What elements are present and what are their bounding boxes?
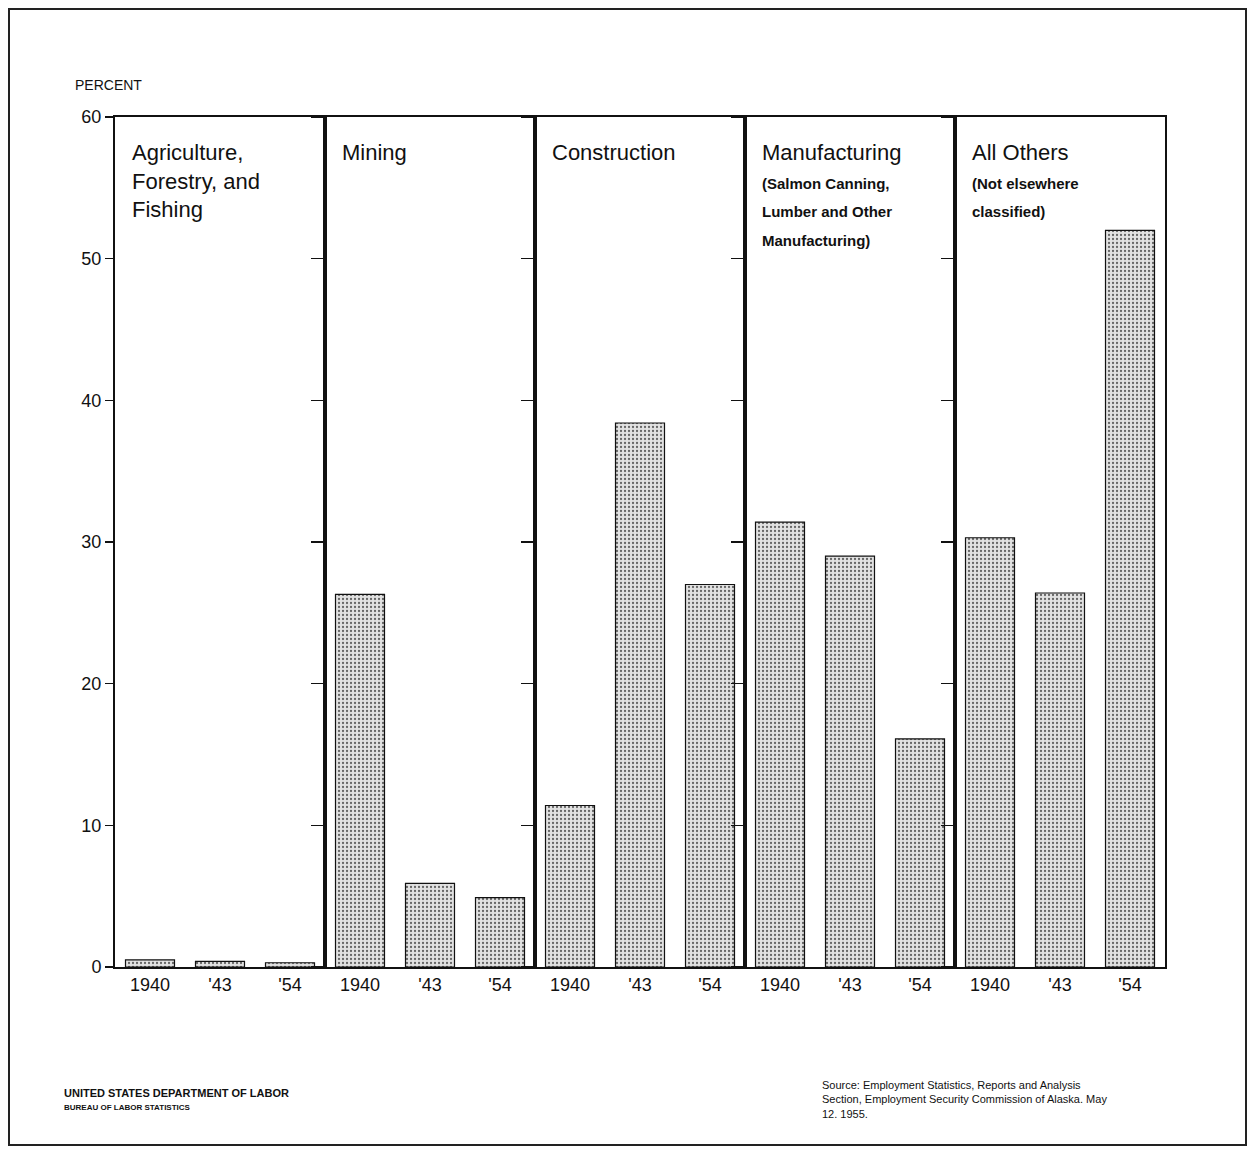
svg-text:Manufacturing(Salmon Canning,L: Manufacturing(Salmon Canning,Lumber and …: [762, 140, 901, 249]
svg-text:30: 30: [81, 532, 101, 552]
svg-text:1940: 1940: [340, 975, 380, 995]
svg-text:40: 40: [81, 391, 101, 411]
svg-text:All Others(Not elsewhereclassi: All Others(Not elsewhereclassified): [972, 140, 1079, 220]
svg-text:Agriculture,Forestry, andFishi: Agriculture,Forestry, andFishing: [132, 140, 260, 222]
svg-text:'54: '54: [698, 975, 721, 995]
svg-text:'43: '43: [838, 975, 861, 995]
svg-text:60: 60: [81, 107, 101, 127]
svg-text:10: 10: [81, 816, 101, 836]
svg-text:1940: 1940: [130, 975, 170, 995]
svg-text:PERCENT: PERCENT: [75, 77, 142, 93]
svg-text:UNITED STATES DEPARTMENT OF LA: UNITED STATES DEPARTMENT OF LABOR: [64, 1087, 289, 1099]
svg-text:Mining: Mining: [342, 140, 407, 165]
svg-text:1940: 1940: [550, 975, 590, 995]
svg-text:'54: '54: [278, 975, 301, 995]
svg-text:'43: '43: [1048, 975, 1071, 995]
svg-text:0: 0: [91, 957, 101, 977]
svg-text:BUREAU OF LABOR STATISTICS: BUREAU OF LABOR STATISTICS: [64, 1103, 191, 1112]
svg-text:Source: Employment Statistics,: Source: Employment Statistics, Reports a…: [822, 1079, 1107, 1120]
svg-text:1940: 1940: [970, 975, 1010, 995]
svg-text:'43: '43: [628, 975, 651, 995]
svg-text:Construction: Construction: [552, 140, 676, 165]
svg-text:20: 20: [81, 674, 101, 694]
svg-text:50: 50: [81, 249, 101, 269]
svg-text:'54: '54: [1118, 975, 1141, 995]
svg-text:'43: '43: [418, 975, 441, 995]
svg-text:'43: '43: [208, 975, 231, 995]
svg-text:'54: '54: [488, 975, 511, 995]
svg-text:1940: 1940: [760, 975, 800, 995]
svg-text:'54: '54: [908, 975, 931, 995]
